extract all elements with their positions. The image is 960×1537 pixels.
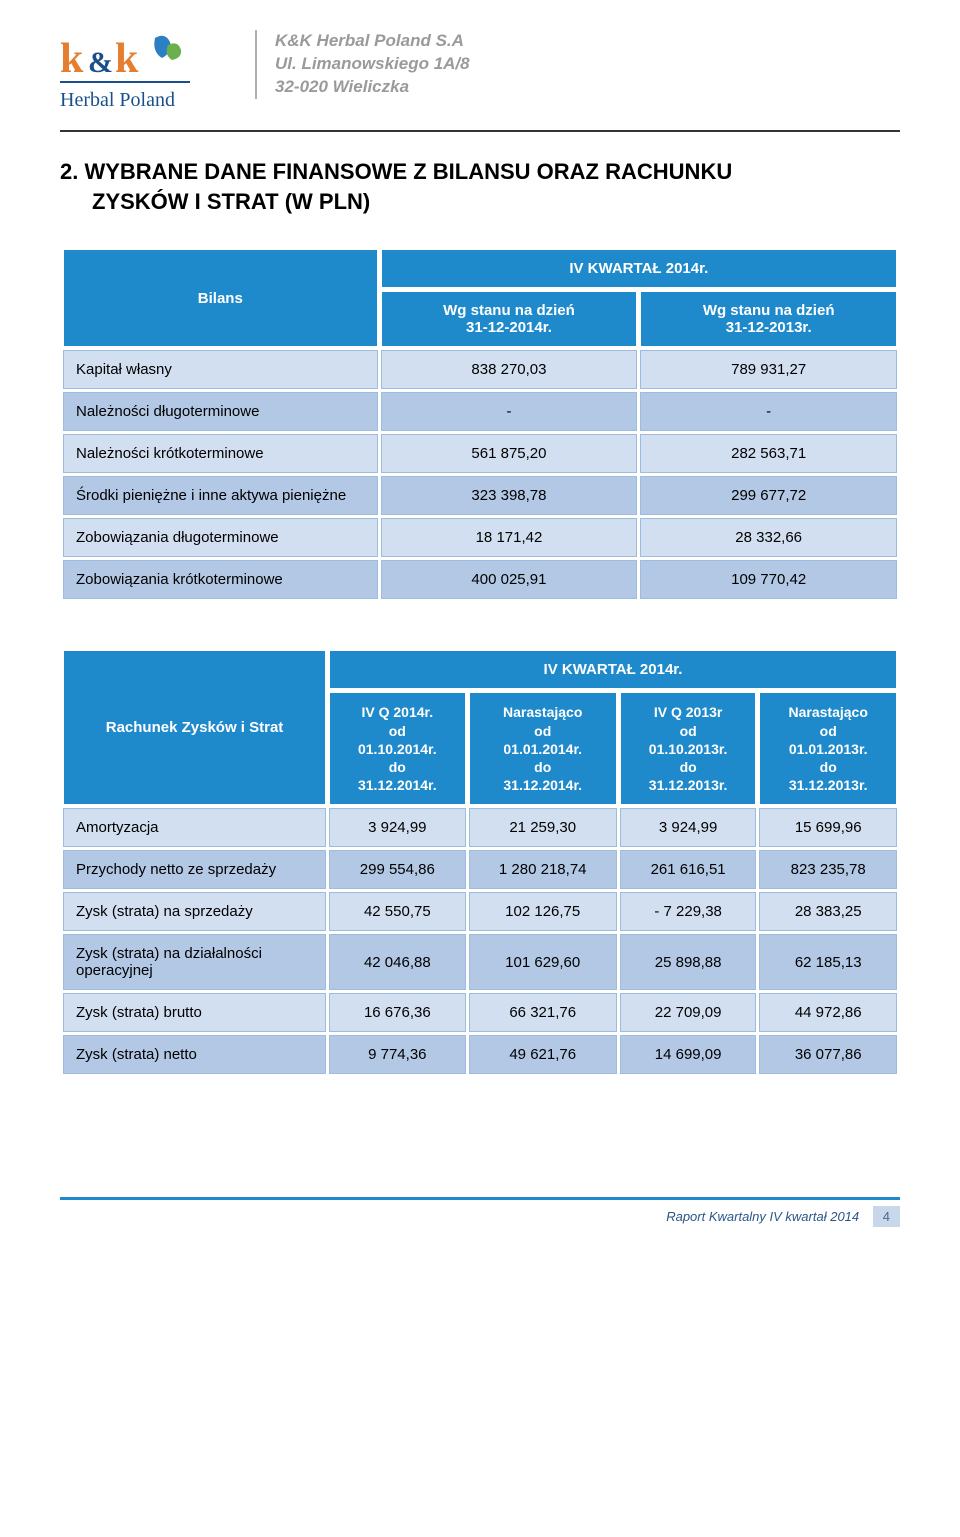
svg-text:&: & bbox=[88, 46, 113, 79]
cell: 36 077,86 bbox=[759, 1035, 897, 1074]
cell: - bbox=[381, 392, 638, 431]
cell: 282 563,71 bbox=[640, 434, 897, 473]
cell: 823 235,78 bbox=[759, 850, 897, 889]
row-label: Zobowiązania krótkoterminowe bbox=[63, 560, 378, 599]
cell: 42 046,88 bbox=[329, 934, 466, 990]
table-row: Zysk (strata) na sprzedaży 42 550,75 102… bbox=[63, 892, 897, 931]
cell: 102 126,75 bbox=[469, 892, 617, 931]
table-row: Środki pieniężne i inne aktywa pieniężne… bbox=[63, 476, 897, 515]
row-label: Zysk (strata) na działalności operacyjne… bbox=[63, 934, 326, 990]
cell: 109 770,42 bbox=[640, 560, 897, 599]
cell: 3 924,99 bbox=[329, 808, 466, 847]
cell: 21 259,30 bbox=[469, 808, 617, 847]
table-row: Zobowiązania długoterminowe 18 171,42 28… bbox=[63, 518, 897, 557]
row-label: Amortyzacja bbox=[63, 808, 326, 847]
company-logo: k & k Herbal Poland bbox=[60, 30, 230, 120]
row-label: Należności długoterminowe bbox=[63, 392, 378, 431]
table-row: Kapitał własny 838 270,03 789 931,27 bbox=[63, 350, 897, 389]
cell: 1 280 218,74 bbox=[469, 850, 617, 889]
t2-header-col3: IV Q 2013r od 01.10.2013r. do 31.12.2013… bbox=[620, 692, 757, 805]
row-label: Zysk (strata) netto bbox=[63, 1035, 326, 1074]
section-title: 2. WYBRANE DANE FINANSOWE Z BILANSU ORAZ… bbox=[60, 157, 900, 216]
table-row: Należności długoterminowe - - bbox=[63, 392, 897, 431]
t1-header-bilans: Bilans bbox=[63, 249, 378, 347]
cell: 101 629,60 bbox=[469, 934, 617, 990]
table-row: Zobowiązania krótkoterminowe 400 025,91 … bbox=[63, 560, 897, 599]
svg-text:k: k bbox=[115, 36, 139, 82]
row-label: Należności krótkoterminowe bbox=[63, 434, 378, 473]
footer-page-number: 4 bbox=[873, 1206, 900, 1227]
t2-header-col4: Narastająco od 01.01.2013r. do 31.12.201… bbox=[759, 692, 897, 805]
footer-bar: Raport Kwartalny IV kwartał 2014 4 bbox=[60, 1197, 900, 1227]
section-title-line1: 2. WYBRANE DANE FINANSOWE Z BILANSU ORAZ… bbox=[60, 159, 732, 184]
page: k & k Herbal Poland K&K Herbal Poland S.… bbox=[0, 0, 960, 1247]
cell: 323 398,78 bbox=[381, 476, 638, 515]
t2-header-title: Rachunek Zysków i Strat bbox=[63, 650, 326, 805]
cell: 25 898,88 bbox=[620, 934, 757, 990]
cell: 561 875,20 bbox=[381, 434, 638, 473]
table-row: Należności krótkoterminowe 561 875,20 28… bbox=[63, 434, 897, 473]
balance-table: Bilans IV KWARTAŁ 2014r. Wg stanu na dzi… bbox=[60, 246, 900, 602]
cell: 44 972,86 bbox=[759, 993, 897, 1032]
row-label: Zobowiązania długoterminowe bbox=[63, 518, 378, 557]
cell: 16 676,36 bbox=[329, 993, 466, 1032]
row-label: Zysk (strata) brutto bbox=[63, 993, 326, 1032]
section-title-line2: ZYSKÓW I STRAT (W PLN) bbox=[60, 187, 900, 217]
table-row: Amortyzacja 3 924,99 21 259,30 3 924,99 … bbox=[63, 808, 897, 847]
row-label: Kapitał własny bbox=[63, 350, 378, 389]
row-label: Przychody netto ze sprzedaży bbox=[63, 850, 326, 889]
cell: 261 616,51 bbox=[620, 850, 757, 889]
t2-header-col1: IV Q 2014r. od 01.10.2014r. do 31.12.201… bbox=[329, 692, 466, 805]
cell: - 7 229,38 bbox=[620, 892, 757, 931]
cell: 299 554,86 bbox=[329, 850, 466, 889]
table-row: Zysk (strata) brutto 16 676,36 66 321,76… bbox=[63, 993, 897, 1032]
cell: 28 383,25 bbox=[759, 892, 897, 931]
cell: 15 699,96 bbox=[759, 808, 897, 847]
cell: 42 550,75 bbox=[329, 892, 466, 931]
table-row: Zysk (strata) na działalności operacyjne… bbox=[63, 934, 897, 990]
t1-header-col1: Wg stanu na dzień 31-12-2014r. bbox=[381, 291, 638, 347]
t1-header-col2: Wg stanu na dzień 31-12-2013r. bbox=[640, 291, 897, 347]
row-label: Środki pieniężne i inne aktywa pieniężne bbox=[63, 476, 378, 515]
cell: 299 677,72 bbox=[640, 476, 897, 515]
row-label: Zysk (strata) na sprzedaży bbox=[63, 892, 326, 931]
svg-text:Herbal Poland: Herbal Poland bbox=[60, 89, 175, 111]
cell: 3 924,99 bbox=[620, 808, 757, 847]
cell: 28 332,66 bbox=[640, 518, 897, 557]
table-row: Zysk (strata) netto 9 774,36 49 621,76 1… bbox=[63, 1035, 897, 1074]
profit-loss-table: Rachunek Zysków i Strat IV KWARTAŁ 2014r… bbox=[60, 647, 900, 1077]
t2-header-period: IV KWARTAŁ 2014r. bbox=[329, 650, 897, 689]
company-address-2: 32-020 Wieliczka bbox=[275, 76, 470, 99]
cell: 66 321,76 bbox=[469, 993, 617, 1032]
t1-header-period: IV KWARTAŁ 2014r. bbox=[381, 249, 897, 288]
t2-header-col2: Narastająco od 01.01.2014r. do 31.12.201… bbox=[469, 692, 617, 805]
cell: 838 270,03 bbox=[381, 350, 638, 389]
page-footer: Raport Kwartalny IV kwartał 2014 4 bbox=[60, 1197, 900, 1227]
cell: 789 931,27 bbox=[640, 350, 897, 389]
cell: 22 709,09 bbox=[620, 993, 757, 1032]
cell: 9 774,36 bbox=[329, 1035, 466, 1074]
cell: 62 185,13 bbox=[759, 934, 897, 990]
cell: 14 699,09 bbox=[620, 1035, 757, 1074]
company-name: K&K Herbal Poland S.A bbox=[275, 30, 470, 53]
page-header: k & k Herbal Poland K&K Herbal Poland S.… bbox=[60, 30, 900, 120]
company-info: K&K Herbal Poland S.A Ul. Limanowskiego … bbox=[255, 30, 470, 99]
svg-text:k: k bbox=[60, 36, 84, 82]
cell: 49 621,76 bbox=[469, 1035, 617, 1074]
table-row: Przychody netto ze sprzedaży 299 554,86 … bbox=[63, 850, 897, 889]
cell: - bbox=[640, 392, 897, 431]
header-divider bbox=[60, 130, 900, 132]
company-address-1: Ul. Limanowskiego 1A/8 bbox=[275, 53, 470, 76]
cell: 400 025,91 bbox=[381, 560, 638, 599]
footer-text: Raport Kwartalny IV kwartał 2014 bbox=[666, 1209, 859, 1224]
cell: 18 171,42 bbox=[381, 518, 638, 557]
